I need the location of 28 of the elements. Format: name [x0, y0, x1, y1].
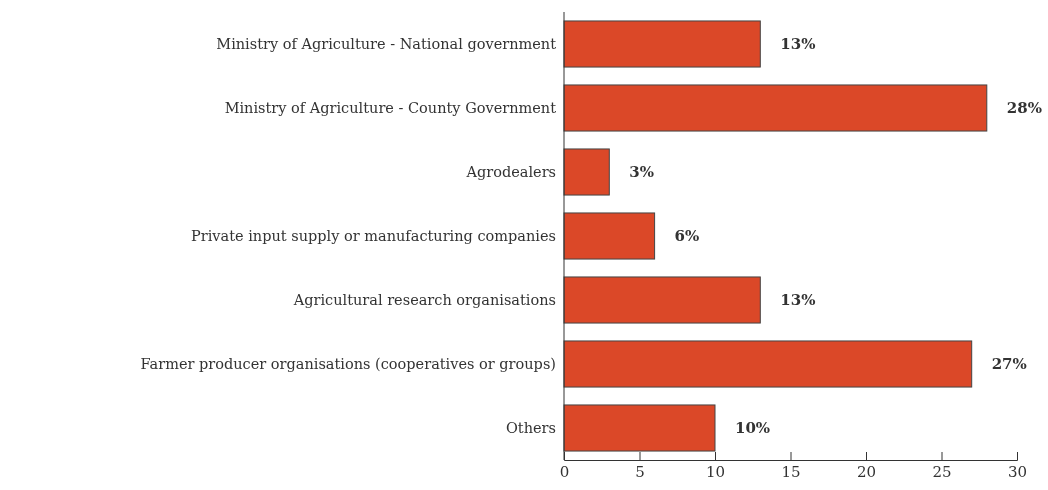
data-label: 6%	[674, 227, 700, 246]
bar	[563, 212, 656, 260]
x-tick-label: 25	[932, 462, 952, 481]
y-tick-label: Ministry of Agriculture - County Government	[224, 99, 557, 116]
bar	[563, 404, 716, 452]
y-tick-label: Private input supply or manufacturing companies	[191, 227, 556, 244]
x-tick-label: 30	[1007, 462, 1028, 481]
y-tick-label: Others	[505, 419, 556, 436]
data-label: 27%	[991, 355, 1027, 374]
data-label: 3%	[629, 163, 654, 182]
y-tick-label: Agricultural research organisations	[292, 291, 556, 308]
bar	[563, 340, 973, 388]
x-tick-label: 20	[856, 462, 877, 481]
x-tick-label: 5	[635, 462, 645, 481]
x-tick-label: 0	[559, 462, 570, 481]
bar	[563, 148, 610, 196]
data-label: 13%	[780, 291, 816, 310]
bar	[563, 276, 761, 324]
x-tick-label: 10	[705, 462, 726, 481]
y-tick-label: Farmer producer organisations (cooperatives or groups)	[140, 355, 556, 372]
y-tick-label: Ministry of Agriculture - National government	[216, 35, 557, 52]
bar	[563, 20, 761, 68]
y-tick-label: Agrodealers	[465, 163, 556, 180]
data-label: 28%	[1006, 99, 1042, 118]
data-label: 13%	[780, 35, 816, 54]
x-tick-label: 15	[781, 462, 801, 481]
bar	[563, 84, 988, 132]
data-label: 10%	[735, 419, 771, 438]
